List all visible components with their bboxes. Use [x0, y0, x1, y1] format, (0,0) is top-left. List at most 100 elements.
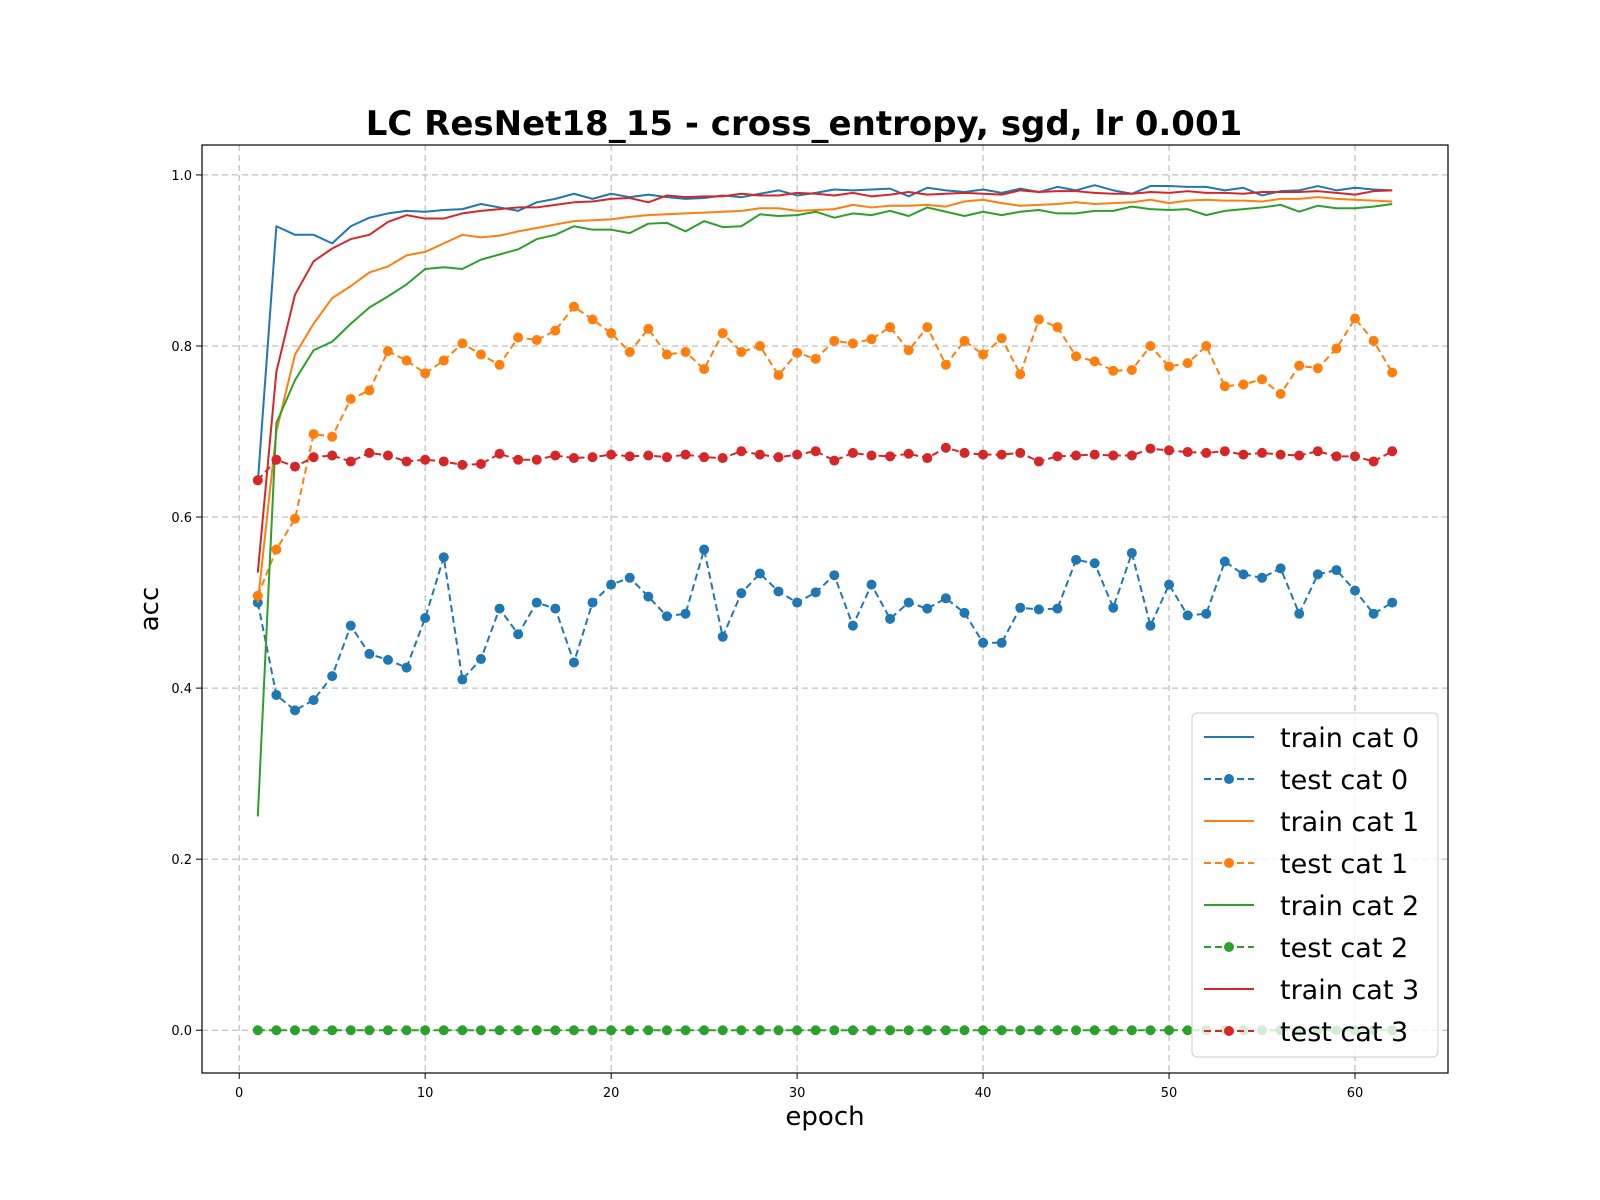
data-point-test-cat-2: [327, 1025, 338, 1036]
data-point-test-cat-2: [1108, 1025, 1119, 1036]
data-point-test-cat-3: [1312, 446, 1323, 457]
data-point-test-cat-2: [1089, 1025, 1100, 1036]
data-point-test-cat-3: [792, 449, 803, 460]
data-point-test-cat-0: [494, 603, 505, 614]
data-point-test-cat-0: [568, 657, 579, 668]
data-point-test-cat-2: [773, 1025, 784, 1036]
y-tick-label: 0.0: [171, 1024, 192, 1039]
legend-label: train cat 2: [1280, 891, 1419, 922]
data-point-test-cat-1: [1182, 358, 1193, 369]
data-point-test-cat-3: [1368, 456, 1379, 467]
data-point-test-cat-1: [1238, 379, 1249, 390]
legend-marker: [1224, 1026, 1234, 1036]
series-train-cat-3: [256, 189, 1393, 573]
data-point-test-cat-0: [996, 637, 1007, 648]
data-point-test-cat-0: [327, 671, 338, 682]
data-point-test-cat-3: [531, 454, 542, 465]
legend-entry: train cat 1: [1204, 807, 1419, 838]
plot-frame: [201, 144, 1449, 1074]
data-point-test-cat-3: [940, 442, 951, 453]
data-point-test-cat-0: [1182, 610, 1193, 621]
x-axis-label: epoch: [785, 1102, 864, 1132]
data-point-test-cat-2: [401, 1025, 412, 1036]
data-point-test-cat-3: [457, 459, 468, 470]
chart-title: LC ResNet18_15 - cross_entropy, sgd, lr …: [366, 104, 1243, 144]
data-point-test-cat-1: [1145, 340, 1156, 351]
data-point-test-cat-1: [1164, 361, 1175, 372]
data-point-test-cat-1: [643, 323, 654, 334]
data-point-test-cat-0: [289, 705, 300, 716]
data-point-test-cat-3: [810, 446, 821, 457]
data-point-test-cat-3: [829, 455, 840, 466]
data-point-test-cat-2: [550, 1025, 561, 1036]
data-point-test-cat-2: [568, 1025, 579, 1036]
data-point-test-cat-0: [1368, 608, 1379, 619]
data-point-test-cat-3: [1182, 447, 1193, 458]
data-point-test-cat-3: [252, 475, 263, 486]
data-point-test-cat-3: [1238, 449, 1249, 460]
data-point-test-cat-0: [1257, 572, 1268, 583]
data-point-test-cat-3: [550, 450, 561, 461]
data-point-test-cat-3: [568, 453, 579, 464]
data-point-test-cat-2: [494, 1025, 505, 1036]
data-point-test-cat-2: [699, 1025, 710, 1036]
data-point-test-cat-0: [1219, 556, 1230, 567]
data-point-test-cat-1: [1071, 351, 1082, 362]
series-line-train-cat-0: [256, 184, 1393, 483]
data-point-test-cat-0: [903, 597, 914, 608]
y-tick-label: 0.2: [171, 853, 192, 868]
data-point-test-cat-1: [1089, 356, 1100, 367]
x-tick-label: 40: [975, 1086, 992, 1101]
data-point-test-cat-3: [643, 450, 654, 461]
data-point-test-cat-3: [1108, 450, 1119, 461]
data-point-test-cat-1: [978, 349, 989, 360]
data-point-test-cat-0: [959, 607, 970, 618]
data-point-test-cat-0: [717, 631, 728, 642]
data-point-test-cat-1: [903, 345, 914, 356]
y-tick-label: 0.8: [171, 340, 192, 355]
data-point-test-cat-1: [308, 429, 319, 440]
data-point-test-cat-3: [1089, 449, 1100, 460]
data-point-test-cat-1: [680, 346, 691, 357]
data-point-test-cat-3: [1219, 446, 1230, 457]
data-point-test-cat-0: [922, 603, 933, 614]
data-point-test-cat-0: [1145, 620, 1156, 631]
data-point-test-cat-0: [1164, 579, 1175, 590]
data-point-test-cat-2: [1052, 1025, 1063, 1036]
data-point-test-cat-3: [364, 447, 375, 458]
data-point-test-cat-2: [624, 1025, 635, 1036]
data-point-test-cat-2: [1182, 1025, 1193, 1036]
data-point-test-cat-1: [513, 332, 524, 343]
data-point-test-cat-1: [271, 544, 282, 555]
data-point-test-cat-1: [420, 368, 431, 379]
data-point-test-cat-3: [606, 449, 617, 460]
data-point-test-cat-3: [1071, 450, 1082, 461]
data-point-test-cat-0: [587, 597, 598, 608]
data-point-test-cat-1: [531, 335, 542, 346]
legend-entry: test cat 2: [1204, 933, 1408, 964]
data-point-test-cat-0: [382, 654, 393, 665]
data-point-test-cat-3: [1015, 447, 1026, 458]
data-point-test-cat-3: [327, 450, 338, 461]
data-point-test-cat-2: [643, 1025, 654, 1036]
data-point-test-cat-2: [531, 1025, 542, 1036]
data-point-test-cat-1: [401, 355, 412, 366]
data-point-test-cat-0: [643, 591, 654, 602]
data-point-test-cat-2: [1164, 1025, 1175, 1036]
data-point-test-cat-3: [736, 446, 747, 457]
data-point-test-cat-2: [717, 1025, 728, 1036]
data-point-test-cat-0: [1126, 547, 1137, 558]
data-point-test-cat-2: [866, 1025, 877, 1036]
data-point-test-cat-2: [345, 1025, 356, 1036]
data-point-test-cat-1: [606, 328, 617, 339]
data-point-test-cat-1: [327, 431, 338, 442]
data-point-test-cat-3: [754, 449, 765, 460]
data-point-test-cat-1: [364, 385, 375, 396]
data-point-test-cat-2: [252, 1025, 263, 1036]
legend-label: train cat 0: [1280, 723, 1419, 754]
data-point-test-cat-3: [680, 449, 691, 460]
data-point-test-cat-1: [1294, 360, 1305, 371]
data-point-test-cat-2: [1145, 1025, 1156, 1036]
data-point-test-cat-2: [364, 1025, 375, 1036]
